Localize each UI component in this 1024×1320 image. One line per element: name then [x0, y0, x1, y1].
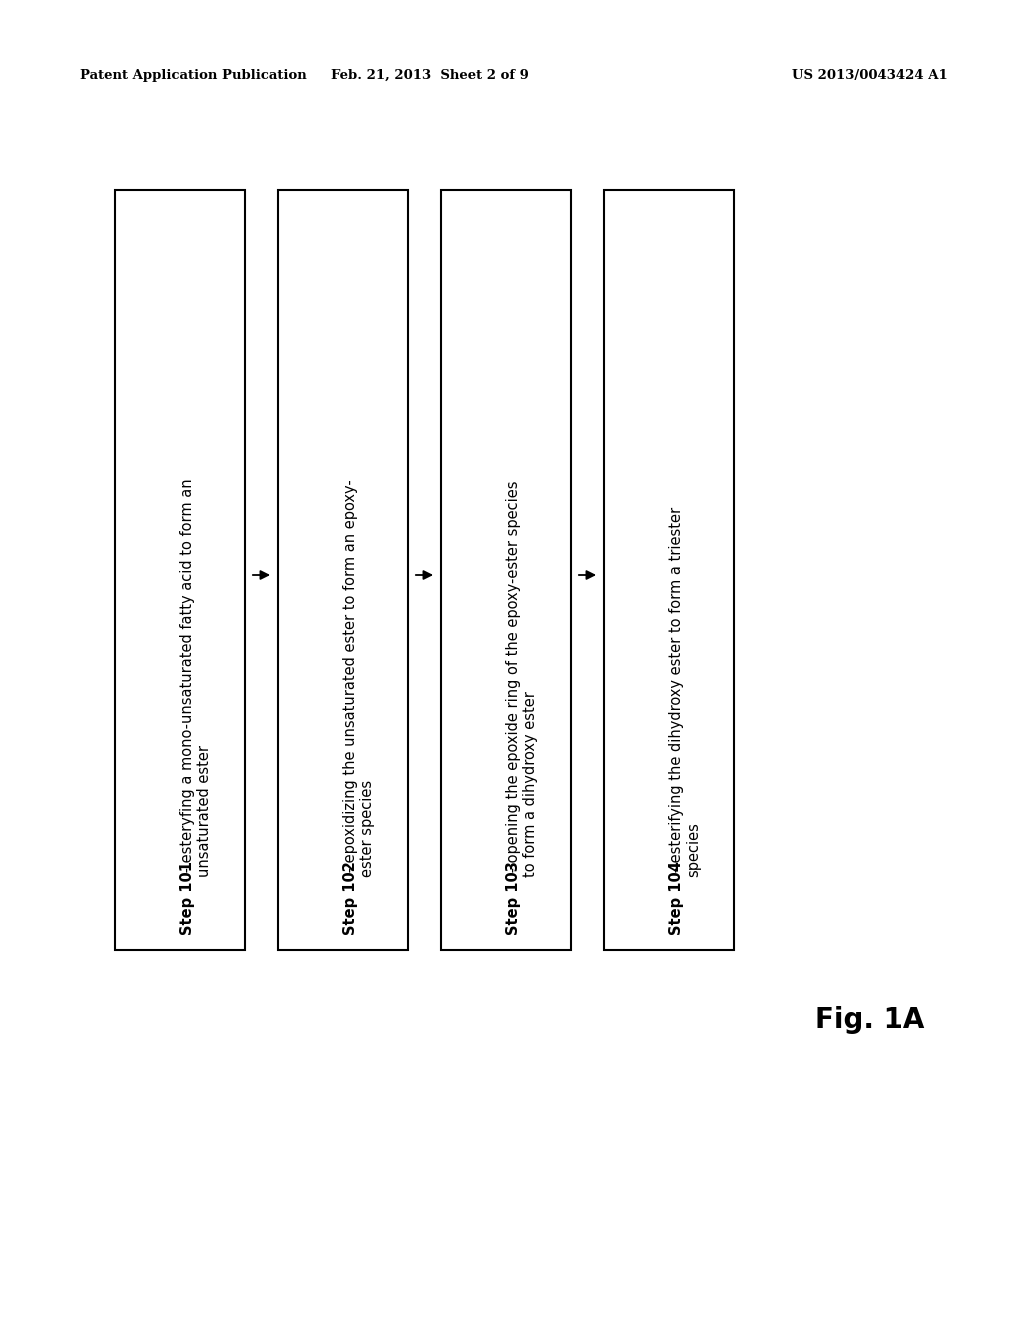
Text: - esterifying the dihydroxy ester to form a triester
species: - esterifying the dihydroxy ester to for…: [669, 507, 701, 878]
Text: Fig. 1A: Fig. 1A: [815, 1006, 925, 1034]
Bar: [441, 190, 571, 950]
Bar: [604, 190, 734, 950]
Text: US 2013/0043424 A1: US 2013/0043424 A1: [793, 69, 948, 82]
Bar: [115, 190, 245, 950]
Text: - esteryfing a mono-unsaturated fatty acid to form an
unsaturated ester: - esteryfing a mono-unsaturated fatty ac…: [180, 479, 212, 878]
Text: Step 103: Step 103: [506, 861, 521, 935]
Text: Step 101: Step 101: [180, 861, 195, 935]
Text: - epoxidizing the unsaturated ester to form an epoxy-
ester species: - epoxidizing the unsaturated ester to f…: [343, 479, 376, 878]
Text: - opening the epoxide ring of the epoxy-ester species
to form a dihydroxy ester: - opening the epoxide ring of the epoxy-…: [506, 480, 539, 878]
Text: Patent Application Publication: Patent Application Publication: [80, 69, 307, 82]
Text: Feb. 21, 2013  Sheet 2 of 9: Feb. 21, 2013 Sheet 2 of 9: [331, 69, 529, 82]
Text: Step 102: Step 102: [343, 861, 358, 935]
Text: Step 104: Step 104: [669, 861, 684, 935]
Bar: [278, 190, 408, 950]
